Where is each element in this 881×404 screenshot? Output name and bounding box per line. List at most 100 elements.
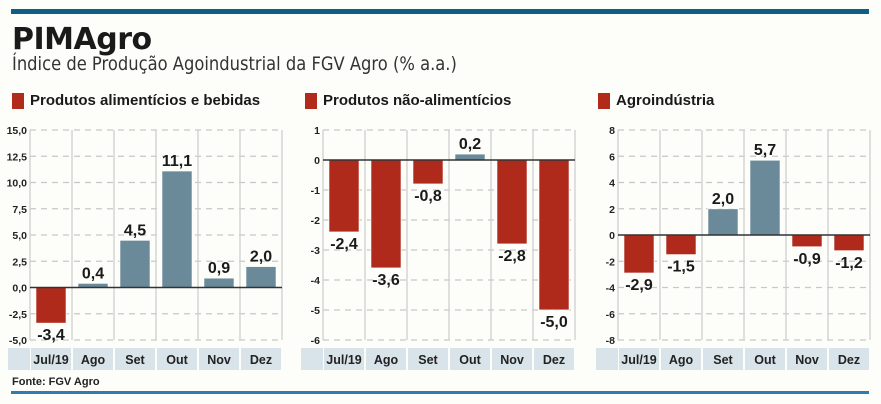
category-cell [703,348,743,370]
category-cell [115,348,155,370]
category-cell [492,348,532,370]
x-tick-label: Out [754,353,776,367]
x-tick-label: Jul/19 [33,353,68,367]
x-tick-label: Set [713,353,733,367]
x-tick-label: Nov [207,353,231,367]
chart-title-alimenticios: Produtos alimentícios e bebidas [12,92,260,109]
data-label: -2,9 [625,277,653,294]
y-tick-label: 5,0 [12,230,27,242]
data-label: 0,4 [82,265,104,282]
data-label: -0,8 [414,188,442,205]
data-label: -3,4 [37,327,65,344]
y-tick-label: -6 [606,309,615,321]
category-cell [450,348,490,370]
y-tick-label: -3 [311,245,320,257]
y-tick-label: 6 [609,151,615,163]
x-tick-label: Out [166,353,188,367]
bar [665,234,697,256]
x-tick-label: Dez [543,353,565,367]
bar [623,234,655,274]
x-tick-label: Set [418,353,438,367]
category-cell [31,348,71,370]
data-label: -2,4 [330,236,358,253]
bar [833,234,865,252]
category-cell [745,348,785,370]
y-tick-label: 12,5 [7,151,28,163]
y-tick-label: 7,5 [12,204,27,216]
y-tick-label: 2,5 [12,256,27,268]
bar [538,159,570,311]
chart-nao-alimenticios: 1 0 -1 -2 -3 -4 -5 -6 Jul/19 Ago Set Out Nov Dez -2,4 -… [301,125,576,370]
y-tick-label: 8 [609,125,615,137]
category-cell [157,348,197,370]
y-tick-label: 0,0 [12,283,27,295]
legend-swatch [598,92,610,109]
bar [791,234,823,248]
x-tick-label: Ago [374,353,399,367]
bar [707,208,739,236]
category-cell [324,348,364,370]
x-tick-label: Dez [838,353,860,367]
category-cell [241,348,281,370]
y-tick-label: -2,5 [9,309,27,321]
bar [454,153,486,161]
bottom-accent-bar [11,391,869,394]
chart-alimenticios: 15,0 12,5 10,0 7,5 5,0 2,5 0,0 -2,5 -5,0 Jul/19 Ag… [7,125,283,370]
category-band-spacer [8,348,30,370]
source-note: Fonte: FGV Agro [12,376,100,388]
y-tick-label: -4 [606,283,615,295]
data-label: 0,2 [459,136,481,153]
bar [412,159,444,185]
y-tick-label: -8 [606,335,615,347]
legend-swatch [12,92,24,109]
chart-title-nao-alimenticios: Produtos não-alimentícios [305,92,511,109]
y-tick-label: -5,0 [9,335,27,347]
data-label: 0,9 [208,260,230,277]
category-cell [619,348,659,370]
data-label: 2,0 [712,191,734,208]
bar [161,170,193,288]
data-label: -2,8 [498,248,526,265]
category-cell [199,348,239,370]
data-label: -3,6 [372,272,400,289]
page-title: PIMAgro [12,22,152,57]
category-band-spacer [596,348,618,370]
category-cell [366,348,406,370]
category-cell [73,348,113,370]
data-label: -1,5 [667,259,695,276]
y-tick-label: 0 [609,230,615,242]
bar [35,287,67,324]
y-tick-label: -6 [311,335,320,347]
bar [496,159,528,245]
x-tick-label: Out [459,353,481,367]
chart-title-agroindustria: Agroindústria [598,92,714,109]
y-tick-label: -1 [311,185,320,197]
y-tick-label: -5 [311,305,320,317]
data-label: 11,1 [162,153,192,170]
chart-title-text: Produtos não-alimentícios [323,92,512,109]
y-tick-label: 15,0 [7,125,28,137]
data-label: -5,0 [540,314,568,331]
chart-agroindustria: 8 6 4 2 0 -2 -4 -6 -8 Jul/19 Ago Set Out Nov Dez -2,9 -1… [596,125,871,370]
top-accent-bar [11,9,869,14]
category-cell [408,348,448,370]
x-tick-label: Set [125,353,145,367]
chart-title-text: Produtos alimentícios e bebidas [30,92,261,109]
x-tick-label: Ago [669,353,694,367]
x-tick-label: Jul/19 [621,353,656,367]
x-tick-label: Ago [81,353,106,367]
y-tick-label: 1 [314,125,320,137]
bar [245,266,277,288]
data-label: 2,0 [250,249,272,266]
y-tick-label: 0 [314,155,320,167]
x-tick-label: Nov [500,353,524,367]
data-label: 4,5 [124,222,146,239]
category-cell [661,348,701,370]
data-label: -0,9 [793,251,821,268]
x-tick-label: Jul/19 [326,353,361,367]
x-tick-label: Nov [795,353,819,367]
x-tick-label: Dez [250,353,272,367]
chart-title-text: Agroindústria [616,92,715,109]
bar [749,159,781,236]
bar [119,239,151,288]
